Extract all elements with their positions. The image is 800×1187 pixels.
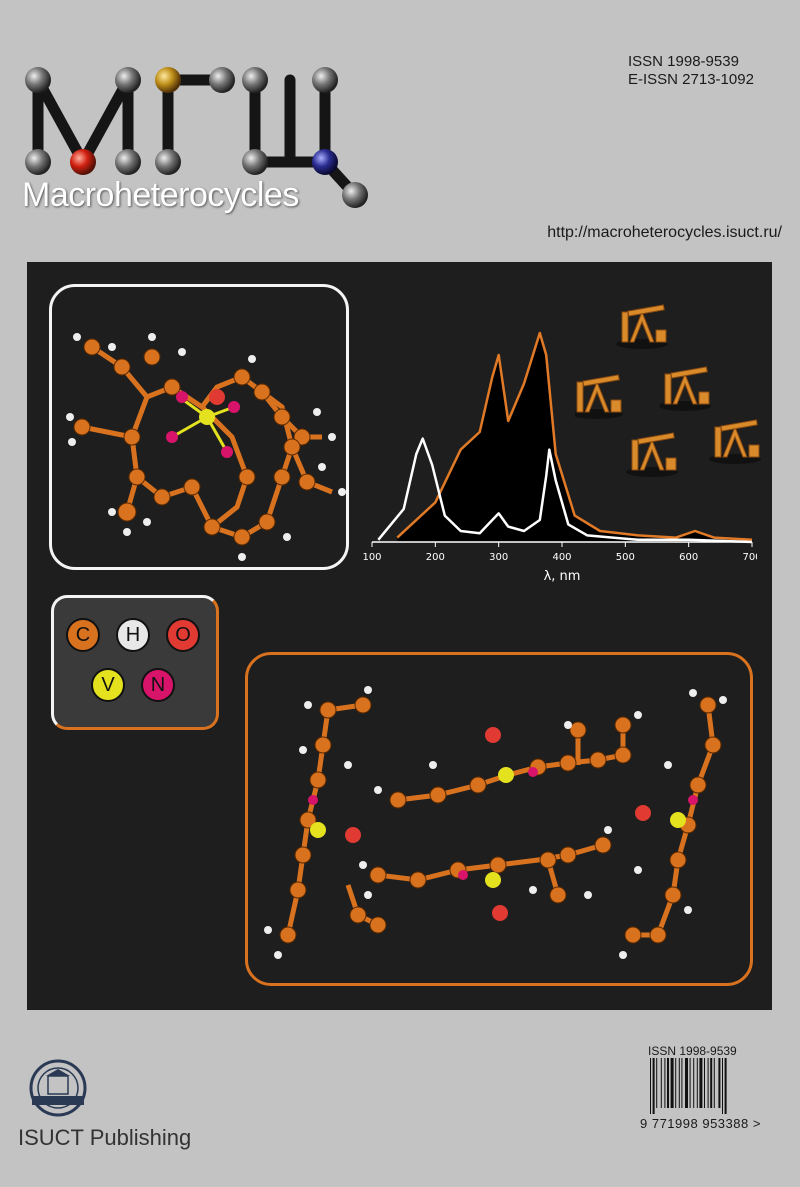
barcode-bar [699,1058,703,1108]
x-tick-label: 700 [742,552,757,563]
legend-atom-v: V [91,668,125,702]
oil-pump-icon [616,304,668,349]
barcode-bar [696,1058,698,1108]
barcode-issn: ISSN 1998-9539 [648,1044,737,1058]
eissn: E-ISSN 2713-1092 [628,71,754,88]
publisher-name-a: ISUCT [18,1125,84,1150]
oil-pump-icon [575,374,623,419]
journal-url[interactable]: http://macroheterocycles.isuct.ru/ [547,224,782,241]
legend-atom-c: C [66,618,100,652]
barcode-bar [685,1058,688,1108]
barcode-bar [724,1058,727,1114]
barcode-bar [693,1058,695,1108]
legend-atom-o: O [166,618,200,652]
oil-pump-icon [709,419,761,464]
barcode-bar [678,1058,680,1108]
series-area [397,333,752,542]
barcode-bar [707,1058,709,1108]
oil-pump-icon [626,432,678,477]
barcode-bar [664,1058,666,1108]
legend-atom-n: N [141,668,175,702]
barcode-bar [718,1058,721,1108]
barcode-bar [713,1058,715,1108]
x-tick-label: 200 [426,552,445,563]
barcode-bar [652,1058,655,1114]
barcode-bar [710,1058,713,1108]
journal-name: Macroheterocycles [22,176,299,214]
barcode-bar [689,1058,691,1108]
publisher-name: ISUCT Publishing [18,1125,191,1151]
monomer-molecule-icon [66,333,346,561]
barcode-bar [704,1058,705,1108]
barcode-bar [681,1058,683,1108]
logo-icon [25,67,368,208]
barcode-bar [675,1058,677,1108]
university-seal-icon [29,1059,87,1117]
issn: ISSN 1998-9539 [628,53,739,70]
x-tick-label: 100 [362,552,381,563]
x-tick-label: 300 [489,552,508,563]
x-tick-label: 400 [552,552,571,563]
issn-block: ISSN 1998-9539 E-ISSN 2713-1092 [628,53,754,89]
dimer-structure-box [245,652,753,986]
barcode-bar [722,1058,723,1114]
dimer-molecule-icon [264,686,727,959]
atom-legend-box: C H O V N [51,595,219,730]
barcode-icon [650,1058,727,1114]
series-line-0 [396,331,753,542]
publisher-name-b: Publishing [83,1125,192,1150]
barcode-bar [660,1058,662,1108]
graphical-abstract-panel: 100 200 300 400 500 600 700 λ, nm [27,262,772,1010]
legend-atom-h: H [116,618,150,652]
absorption-spectrum-chart: 100 200 300 400 500 600 700 λ, nm [362,331,757,584]
x-axis-label: λ, nm [544,569,581,584]
barcode-digits: 9 771998 953388 > [640,1116,761,1131]
oil-pump-icon [659,366,711,411]
x-tick-label: 600 [679,552,698,563]
barcode-bar [650,1058,651,1114]
barcode-bar [670,1058,674,1108]
oil-pump-icons [575,304,761,477]
monomer-structure-box [49,284,349,570]
x-tick-label: 500 [616,552,635,563]
series-line-1 [377,437,753,544]
barcode-bar [656,1058,658,1108]
barcode-bar [667,1058,669,1108]
